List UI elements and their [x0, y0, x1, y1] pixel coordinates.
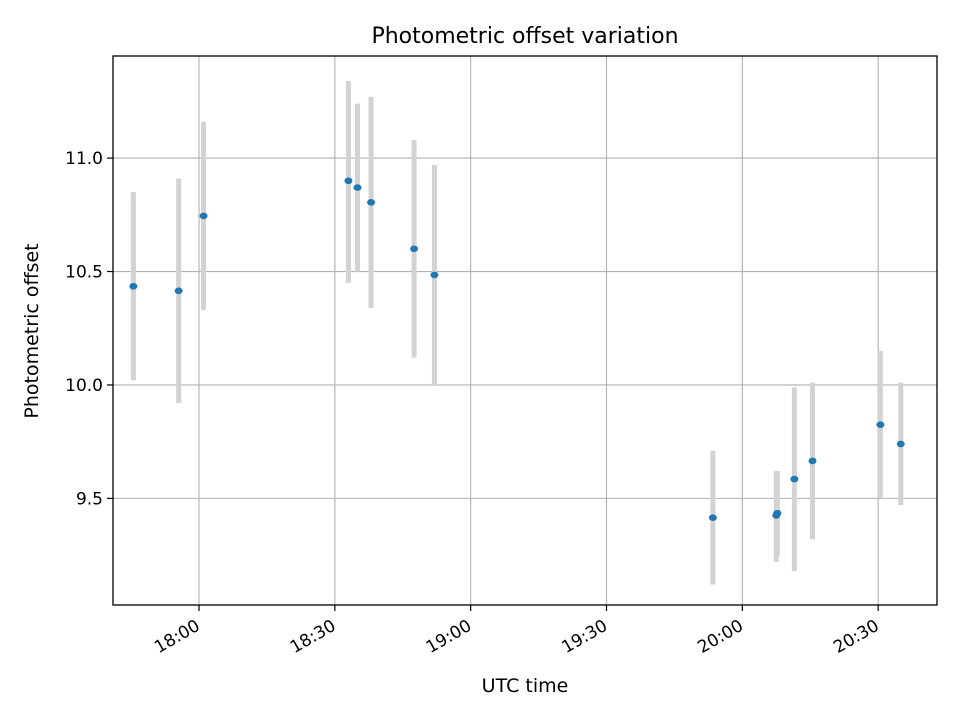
- data-point: [876, 421, 885, 428]
- data-point: [174, 287, 183, 295]
- y-axis-ticks: 9.5 10.0 10.5 11.0: [65, 149, 113, 509]
- x-tick-label: 20:30: [830, 616, 882, 658]
- x-axis-ticks: 18:00 18:30 19:00 19:30 20:00 20:30: [151, 605, 883, 658]
- y-tick-label: 9.5: [76, 489, 103, 509]
- data-point: [896, 440, 905, 448]
- x-tick-label: 19:30: [559, 616, 611, 658]
- data-point: [790, 475, 799, 483]
- x-axis-label: UTC time: [482, 675, 569, 697]
- data-point: [344, 177, 353, 185]
- x-tick-label: 20:00: [694, 616, 746, 658]
- y-tick-label: 10.0: [65, 376, 103, 396]
- data-point: [410, 245, 419, 253]
- x-tick-label: 18:30: [287, 616, 339, 658]
- error-bars: [130, 80, 904, 585]
- chart-title: Photometric offset variation: [371, 24, 678, 49]
- data-point: [353, 184, 362, 191]
- data-point: [808, 457, 817, 465]
- y-tick-label: 11.0: [65, 149, 103, 169]
- grid: [113, 56, 937, 605]
- data-point: [367, 199, 376, 206]
- x-tick-label: 18:00: [151, 616, 203, 658]
- data-points: [129, 177, 905, 521]
- x-tick-label: 19:00: [423, 616, 475, 658]
- y-tick-label: 10.5: [65, 263, 103, 283]
- y-axis-label: Photometric offset: [21, 243, 43, 418]
- plot-area-frame: [112, 55, 938, 606]
- data-point: [430, 271, 439, 279]
- data-point: [773, 509, 782, 517]
- data-point: [708, 514, 717, 521]
- data-point: [129, 282, 138, 290]
- data-point: [199, 212, 208, 220]
